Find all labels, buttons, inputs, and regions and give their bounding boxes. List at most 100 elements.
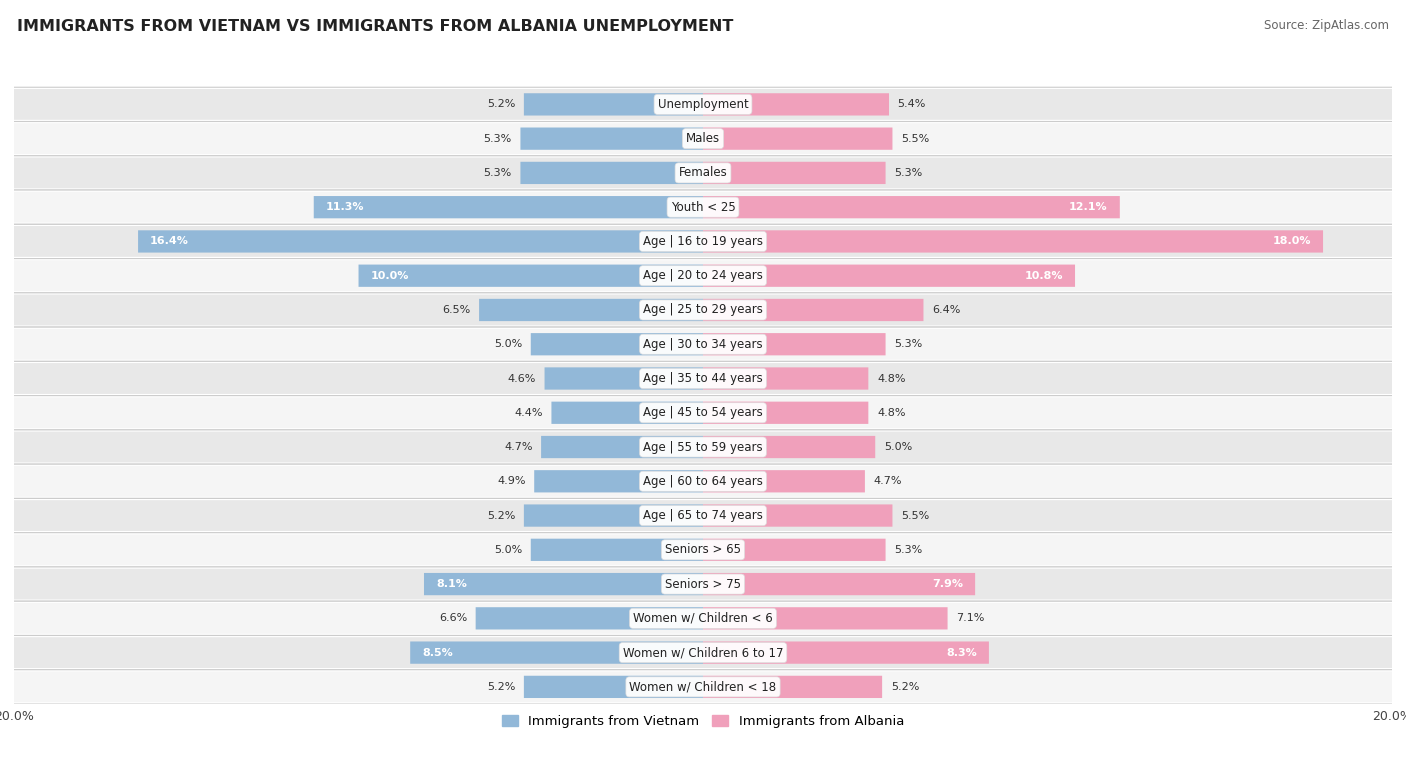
Text: Age | 25 to 29 years: Age | 25 to 29 years xyxy=(643,304,763,316)
Text: 16.4%: 16.4% xyxy=(150,236,188,247)
Text: Women w/ Children < 18: Women w/ Children < 18 xyxy=(630,681,776,693)
Text: 5.0%: 5.0% xyxy=(494,545,522,555)
FancyBboxPatch shape xyxy=(314,196,703,218)
FancyBboxPatch shape xyxy=(0,260,1406,291)
FancyBboxPatch shape xyxy=(551,402,703,424)
Text: 5.3%: 5.3% xyxy=(894,339,922,349)
Text: 5.0%: 5.0% xyxy=(884,442,912,452)
Text: 4.6%: 4.6% xyxy=(508,373,536,384)
FancyBboxPatch shape xyxy=(0,226,1406,257)
FancyBboxPatch shape xyxy=(0,294,1406,326)
FancyBboxPatch shape xyxy=(0,534,1406,565)
FancyBboxPatch shape xyxy=(0,431,1406,463)
Text: Age | 45 to 54 years: Age | 45 to 54 years xyxy=(643,407,763,419)
Text: Age | 16 to 19 years: Age | 16 to 19 years xyxy=(643,235,763,248)
Text: 5.3%: 5.3% xyxy=(894,545,922,555)
Text: Females: Females xyxy=(679,167,727,179)
FancyBboxPatch shape xyxy=(0,671,1406,702)
Text: 4.7%: 4.7% xyxy=(873,476,903,486)
Text: Age | 35 to 44 years: Age | 35 to 44 years xyxy=(643,372,763,385)
FancyBboxPatch shape xyxy=(0,601,1406,635)
FancyBboxPatch shape xyxy=(703,539,886,561)
Text: Age | 55 to 59 years: Age | 55 to 59 years xyxy=(643,441,763,453)
FancyBboxPatch shape xyxy=(0,361,1406,396)
FancyBboxPatch shape xyxy=(703,162,886,184)
FancyBboxPatch shape xyxy=(0,89,1406,120)
Text: Age | 20 to 24 years: Age | 20 to 24 years xyxy=(643,269,763,282)
FancyBboxPatch shape xyxy=(0,466,1406,497)
FancyBboxPatch shape xyxy=(0,224,1406,259)
FancyBboxPatch shape xyxy=(703,676,882,698)
FancyBboxPatch shape xyxy=(703,196,1119,218)
Text: 20.0%: 20.0% xyxy=(1372,709,1406,722)
Text: 5.5%: 5.5% xyxy=(901,510,929,521)
Text: Males: Males xyxy=(686,132,720,145)
Text: 7.9%: 7.9% xyxy=(932,579,963,589)
Text: 18.0%: 18.0% xyxy=(1272,236,1310,247)
FancyBboxPatch shape xyxy=(0,87,1406,122)
Text: Seniors > 75: Seniors > 75 xyxy=(665,578,741,590)
Text: 12.1%: 12.1% xyxy=(1069,202,1108,212)
FancyBboxPatch shape xyxy=(0,500,1406,531)
FancyBboxPatch shape xyxy=(0,329,1406,360)
FancyBboxPatch shape xyxy=(0,363,1406,394)
FancyBboxPatch shape xyxy=(0,635,1406,670)
FancyBboxPatch shape xyxy=(703,436,875,458)
Text: 5.2%: 5.2% xyxy=(486,682,515,692)
FancyBboxPatch shape xyxy=(703,607,948,630)
FancyBboxPatch shape xyxy=(531,333,703,355)
FancyBboxPatch shape xyxy=(0,533,1406,567)
Text: 5.2%: 5.2% xyxy=(486,510,515,521)
Text: Age | 30 to 34 years: Age | 30 to 34 years xyxy=(643,338,763,350)
Text: Women w/ Children < 6: Women w/ Children < 6 xyxy=(633,612,773,625)
Text: 4.9%: 4.9% xyxy=(498,476,526,486)
Legend: Immigrants from Vietnam, Immigrants from Albania: Immigrants from Vietnam, Immigrants from… xyxy=(496,709,910,734)
FancyBboxPatch shape xyxy=(703,299,924,321)
Text: 5.2%: 5.2% xyxy=(891,682,920,692)
FancyBboxPatch shape xyxy=(534,470,703,493)
FancyBboxPatch shape xyxy=(0,637,1406,668)
FancyBboxPatch shape xyxy=(0,293,1406,327)
Text: 5.3%: 5.3% xyxy=(894,168,922,178)
FancyBboxPatch shape xyxy=(703,641,988,664)
FancyBboxPatch shape xyxy=(359,265,703,287)
Text: 4.8%: 4.8% xyxy=(877,373,905,384)
FancyBboxPatch shape xyxy=(520,127,703,150)
FancyBboxPatch shape xyxy=(425,573,703,595)
Text: Women w/ Children 6 to 17: Women w/ Children 6 to 17 xyxy=(623,646,783,659)
FancyBboxPatch shape xyxy=(520,162,703,184)
Text: Seniors > 65: Seniors > 65 xyxy=(665,544,741,556)
FancyBboxPatch shape xyxy=(703,367,869,390)
Text: 8.5%: 8.5% xyxy=(422,648,453,658)
Text: 4.8%: 4.8% xyxy=(877,408,905,418)
FancyBboxPatch shape xyxy=(0,603,1406,634)
Text: Source: ZipAtlas.com: Source: ZipAtlas.com xyxy=(1264,19,1389,32)
Text: 6.5%: 6.5% xyxy=(443,305,471,315)
Text: Youth < 25: Youth < 25 xyxy=(671,201,735,213)
FancyBboxPatch shape xyxy=(0,156,1406,190)
FancyBboxPatch shape xyxy=(479,299,703,321)
FancyBboxPatch shape xyxy=(524,504,703,527)
Text: 5.2%: 5.2% xyxy=(486,99,515,109)
FancyBboxPatch shape xyxy=(0,464,1406,498)
Text: 5.3%: 5.3% xyxy=(484,134,512,144)
FancyBboxPatch shape xyxy=(703,573,976,595)
Text: 8.3%: 8.3% xyxy=(946,648,977,658)
Text: 4.7%: 4.7% xyxy=(503,442,533,452)
FancyBboxPatch shape xyxy=(703,333,886,355)
FancyBboxPatch shape xyxy=(0,192,1406,223)
Text: 5.5%: 5.5% xyxy=(901,134,929,144)
FancyBboxPatch shape xyxy=(411,641,703,664)
FancyBboxPatch shape xyxy=(0,122,1406,156)
Text: 6.6%: 6.6% xyxy=(439,613,467,623)
FancyBboxPatch shape xyxy=(703,127,893,150)
FancyBboxPatch shape xyxy=(703,265,1076,287)
Text: 6.4%: 6.4% xyxy=(932,305,960,315)
FancyBboxPatch shape xyxy=(0,396,1406,430)
FancyBboxPatch shape xyxy=(703,504,893,527)
FancyBboxPatch shape xyxy=(0,157,1406,188)
Text: 20.0%: 20.0% xyxy=(0,709,34,722)
FancyBboxPatch shape xyxy=(0,259,1406,293)
FancyBboxPatch shape xyxy=(0,123,1406,154)
FancyBboxPatch shape xyxy=(524,93,703,116)
